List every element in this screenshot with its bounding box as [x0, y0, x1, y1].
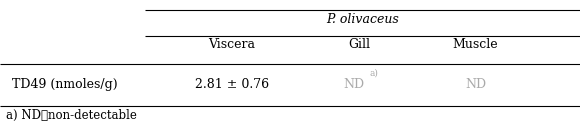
Text: a): a)	[369, 68, 379, 77]
Text: TD49 (nmoles/g): TD49 (nmoles/g)	[12, 78, 117, 91]
Text: Muscle: Muscle	[453, 38, 498, 51]
Text: Viscera: Viscera	[208, 38, 256, 51]
Text: ND: ND	[343, 78, 364, 91]
Text: ND: ND	[465, 78, 486, 91]
Text: a) ND：non-detectable: a) ND：non-detectable	[6, 109, 137, 122]
Text: P. olivaceus: P. olivaceus	[326, 13, 399, 26]
Text: 2.81 ± 0.76: 2.81 ± 0.76	[195, 78, 269, 91]
Text: Gill: Gill	[349, 38, 371, 51]
